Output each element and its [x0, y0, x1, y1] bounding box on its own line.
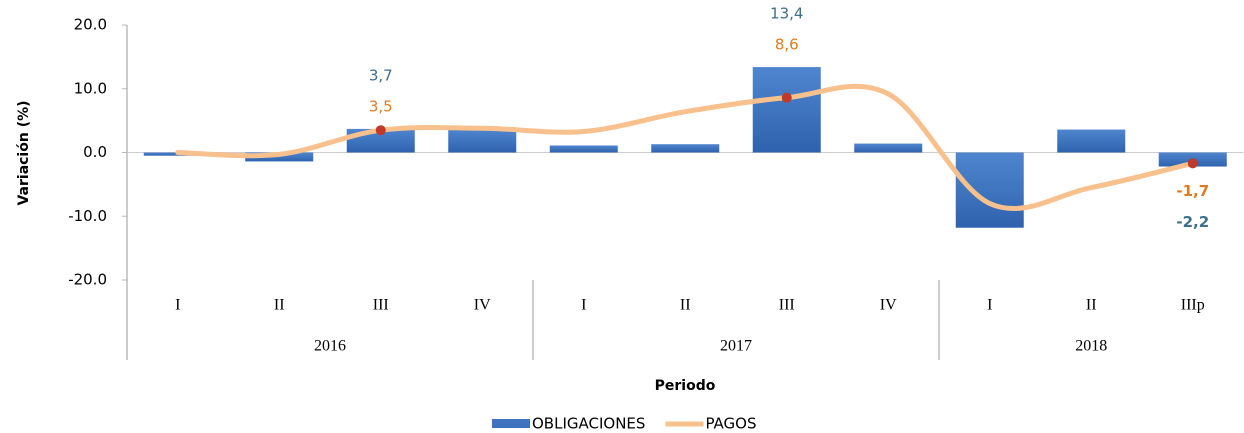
x-tick-label: II [680, 297, 691, 314]
data-label: -2,2 [1176, 213, 1209, 231]
legend-label: OBLIGACIONES [532, 415, 645, 433]
data-label: 3,5 [369, 97, 393, 115]
x-tick-label: IIIp [1181, 297, 1205, 314]
bar [1057, 129, 1126, 153]
year-label: 2016 [314, 338, 346, 355]
legend-label: PAGOS [705, 415, 756, 433]
x-tick-label: IV [880, 297, 897, 314]
data-label: 13,4 [770, 5, 803, 23]
x-tick-label: IV [474, 297, 491, 314]
x-tick-label: III [373, 297, 389, 314]
y-tick-label: 0.0 [83, 143, 107, 161]
marker [375, 125, 386, 136]
legend-swatch [492, 419, 530, 428]
data-label: 8,6 [775, 36, 799, 54]
bar [752, 67, 821, 153]
x-tick-label: II [1086, 297, 1097, 314]
y-tick-label: 20.0 [74, 16, 107, 34]
bar [651, 144, 720, 153]
bar [245, 152, 314, 162]
data-label: -1,7 [1176, 182, 1209, 200]
x-tick-label: I [175, 297, 180, 314]
x-tick-label: III [779, 297, 795, 314]
bar [549, 145, 618, 153]
marker [781, 92, 792, 103]
bar [955, 152, 1024, 228]
y-tick-label: -20.0 [68, 271, 107, 289]
y-axis-title: Variación (%) [16, 100, 32, 205]
bar [448, 129, 517, 153]
x-tick-label: I [987, 297, 992, 314]
x-axis-title: Periodo [655, 378, 716, 394]
year-label: 2017 [720, 338, 752, 355]
line [175, 83, 1196, 211]
data-label: 3,7 [369, 66, 393, 84]
y-tick-label: -10.0 [68, 207, 107, 225]
bar [854, 143, 923, 153]
marker [1187, 158, 1198, 169]
x-tick-label: I [581, 297, 586, 314]
y-tick-label: 10.0 [74, 79, 107, 97]
x-tick-label: II [274, 297, 285, 314]
year-label: 2018 [1075, 338, 1107, 355]
